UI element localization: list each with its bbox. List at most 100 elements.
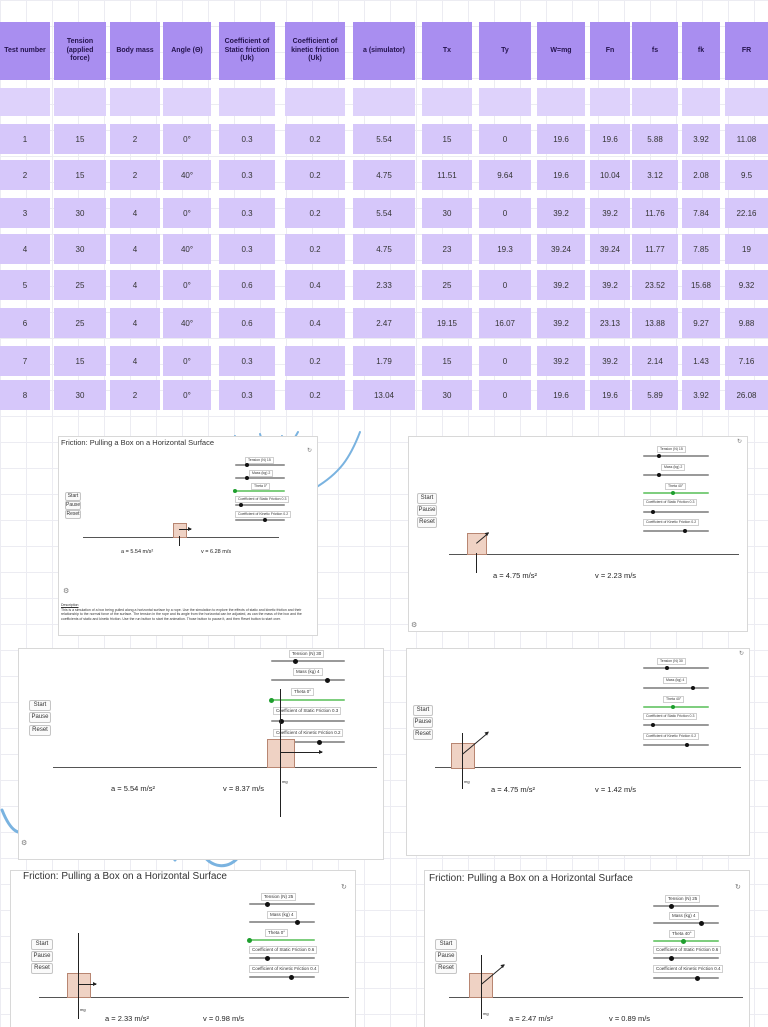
rotate-icon[interactable]: ↻ [739, 651, 745, 657]
ground-line [53, 767, 377, 768]
reset-button[interactable]: Reset [29, 725, 51, 736]
table-header-cell: fk [682, 22, 720, 80]
start-button[interactable]: Start [435, 939, 457, 950]
reset-button[interactable]: Reset [65, 510, 81, 519]
tension-slider[interactable] [235, 463, 285, 467]
table-cell: 0.6 [219, 308, 275, 338]
tension-slider-knob[interactable] [264, 901, 270, 907]
tension-slider-knob[interactable] [245, 463, 249, 467]
static-friction-knob[interactable] [668, 955, 674, 961]
theta-slider-knob[interactable] [246, 937, 252, 943]
tension-slider[interactable] [653, 903, 719, 909]
gear-icon[interactable]: ⚙ [411, 622, 418, 629]
theta-slider-knob[interactable] [268, 697, 274, 703]
table-cell: 5 [0, 270, 50, 300]
theta-slider[interactable] [643, 491, 709, 495]
mass-slider[interactable] [271, 677, 345, 683]
tension-slider-knob[interactable] [668, 903, 674, 909]
static-friction-knob[interactable] [651, 723, 655, 727]
kinetic-friction-slider[interactable] [653, 975, 719, 981]
static-friction-knob[interactable] [278, 718, 284, 724]
theta-slider[interactable] [268, 697, 345, 703]
table-cell: 7.16 [725, 346, 768, 376]
start-button[interactable]: Start [417, 493, 437, 504]
tension-slider[interactable] [643, 454, 709, 458]
start-button[interactable]: Start [29, 700, 51, 711]
pause-button[interactable]: Pause [65, 501, 81, 510]
kinetic-friction-value: 0.2 [334, 730, 341, 735]
theta-slider-knob[interactable] [680, 938, 686, 944]
pause-button[interactable]: Pause [31, 951, 53, 962]
kinetic-friction-text: Coefficient of Kinetic Friction [646, 520, 691, 524]
rotate-icon[interactable]: ↻ [735, 884, 741, 891]
tension-slider[interactable] [249, 901, 315, 907]
mass-slider-knob[interactable] [324, 677, 330, 683]
static-friction-slider[interactable] [653, 955, 719, 961]
static-friction-slider[interactable] [643, 510, 709, 514]
pause-button[interactable]: Pause [413, 717, 433, 728]
mass-slider-knob[interactable] [245, 476, 249, 480]
kinetic-friction-knob[interactable] [288, 974, 294, 980]
static-friction-slider[interactable] [249, 955, 315, 961]
tension-slider[interactable] [643, 666, 709, 670]
tension-slider-knob[interactable] [665, 666, 669, 670]
theta-slider-knob[interactable] [233, 489, 237, 493]
tension-slider-knob[interactable] [657, 454, 661, 458]
mass-slider[interactable] [653, 920, 719, 926]
tension-slider[interactable] [271, 658, 345, 664]
theta-slider-knob[interactable] [671, 705, 675, 709]
theta-slider-label: Theta 0° [251, 483, 271, 490]
mass-slider-knob[interactable] [294, 919, 300, 925]
static-friction-slider[interactable] [271, 718, 345, 724]
mass-slider-knob[interactable] [691, 686, 695, 690]
kinetic-friction-knob[interactable] [316, 739, 322, 745]
mass-slider[interactable] [643, 473, 709, 477]
theta-slider[interactable] [653, 938, 719, 944]
theta-slider[interactable] [233, 489, 285, 493]
panel-title: Friction: Pulling a Box on a Horizontal … [61, 438, 214, 447]
mass-slider[interactable] [235, 476, 285, 480]
static-friction-knob[interactable] [239, 503, 243, 507]
static-friction-knob[interactable] [264, 955, 270, 961]
kinetic-friction-slider[interactable] [271, 739, 345, 745]
theta-slider[interactable] [246, 937, 315, 943]
table-blank-cell [422, 88, 472, 116]
start-button[interactable]: Start [65, 492, 81, 501]
kinetic-friction-slider[interactable] [643, 529, 709, 533]
tension-slider-knob[interactable] [292, 658, 298, 664]
gear-icon[interactable]: ⚙ [63, 588, 70, 595]
ground-line [39, 997, 349, 998]
mass-slider-knob[interactable] [657, 473, 661, 477]
kinetic-friction-slider[interactable] [249, 974, 315, 980]
pause-button[interactable]: Pause [435, 951, 457, 962]
reset-button[interactable]: Reset [413, 729, 433, 740]
reset-button[interactable]: Reset [31, 963, 53, 974]
gear-icon[interactable]: ⚙ [21, 840, 28, 847]
kinetic-friction-slider[interactable] [235, 518, 285, 522]
start-button[interactable]: Start [413, 705, 433, 716]
kinetic-friction-knob[interactable] [685, 743, 689, 747]
table-cell: 9.88 [725, 308, 768, 338]
kinetic-friction-knob[interactable] [694, 975, 700, 981]
kinetic-friction-slider[interactable] [643, 743, 709, 747]
pause-button[interactable]: Pause [417, 505, 437, 516]
theta-slider[interactable] [643, 705, 709, 709]
kinetic-friction-knob[interactable] [683, 529, 687, 533]
mass-slider-knob[interactable] [698, 920, 704, 926]
start-button[interactable]: Start [31, 939, 53, 950]
weight-arrow [78, 985, 79, 1019]
rotate-icon[interactable]: ↻ [341, 884, 347, 891]
pause-button[interactable]: Pause [29, 712, 51, 723]
mass-slider[interactable] [643, 686, 709, 690]
rotate-icon[interactable]: ↻ [737, 439, 743, 445]
static-friction-slider[interactable] [235, 503, 285, 507]
theta-slider-label: Theta 40° [669, 930, 695, 938]
static-friction-knob[interactable] [651, 510, 655, 514]
reset-button[interactable]: Reset [435, 963, 457, 974]
theta-slider-knob[interactable] [671, 491, 675, 495]
rotate-icon[interactable]: ↻ [307, 448, 313, 454]
mass-slider[interactable] [249, 919, 315, 925]
kinetic-friction-knob[interactable] [263, 518, 267, 522]
static-friction-slider[interactable] [643, 723, 709, 727]
reset-button[interactable]: Reset [417, 517, 437, 528]
